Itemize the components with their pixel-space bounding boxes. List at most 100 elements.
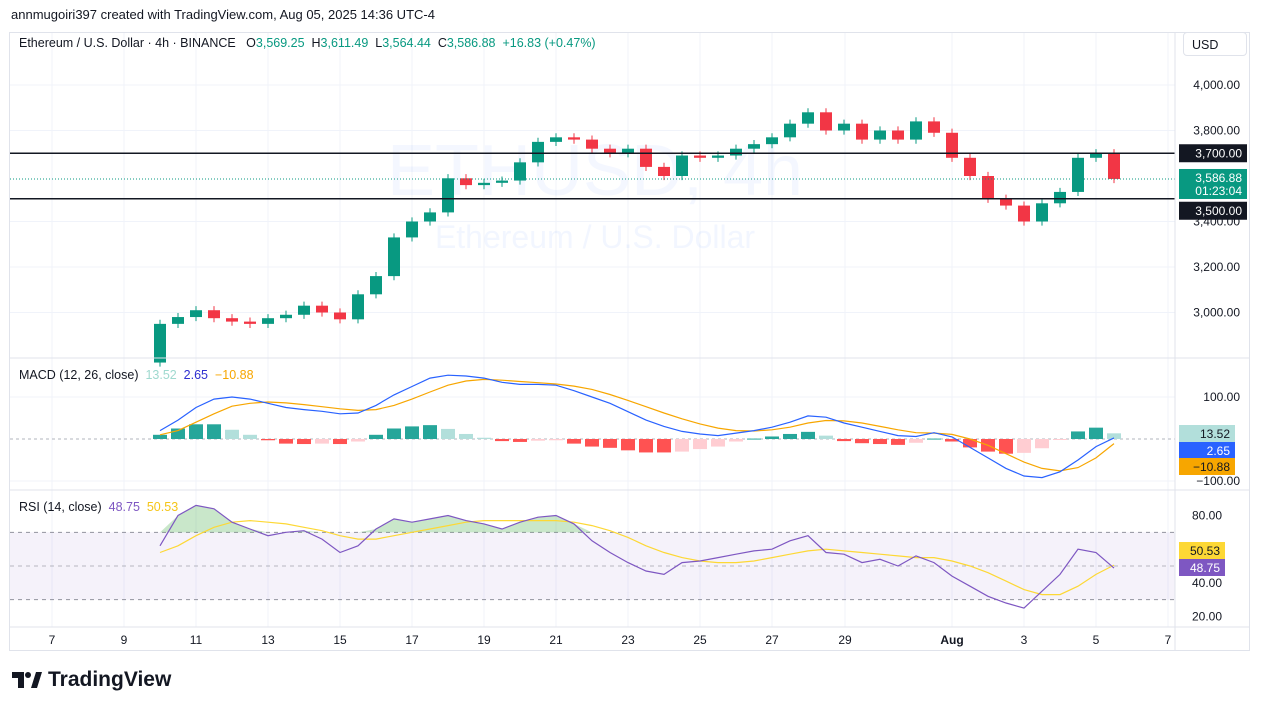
macd-histogram-bar: [999, 439, 1013, 454]
candle-body: [298, 305, 310, 315]
candle-body: [784, 123, 796, 138]
symbol-name[interactable]: Ethereum / U.S. Dollar · 4h · BINANCE: [19, 36, 236, 50]
axes: 7 9 11 13 15 17 19 21 23 25 27 29 Aug 3 5 7 4,000.00 3,80…: [10, 33, 1250, 651]
macd-histogram-bar: [459, 433, 473, 439]
candle-body: [1036, 203, 1048, 222]
rsi-ma-badge-label: 50.53: [1190, 544, 1220, 558]
rsi-tick-label: 20.00: [1192, 609, 1222, 623]
macd-legend[interactable]: MACD (12, 26, close) 13.52 2.65 −10.88: [19, 368, 254, 382]
rsi-tick-label: 40.00: [1192, 576, 1222, 590]
macd-histogram-bar: [1053, 439, 1067, 440]
low-label: L: [375, 36, 383, 50]
macd-title: MACD (12, 26, close): [19, 368, 139, 382]
candle-body: [496, 180, 508, 183]
macd-histogram-bar: [765, 436, 779, 439]
macd-histogram-bar: [729, 439, 743, 442]
macd-histogram-bar: [855, 439, 869, 444]
candle-body: [640, 148, 652, 167]
candle-body: [550, 137, 562, 142]
macd-histogram-bar: [819, 435, 833, 439]
macd-histogram-bar: [783, 433, 797, 439]
last-price-badge: [1179, 168, 1247, 199]
macd-histogram-bar: [531, 439, 545, 441]
macd-macd-badge: [1179, 442, 1235, 459]
candle-body: [622, 148, 634, 154]
candle-body: [190, 310, 202, 318]
time-tick-label: 3: [1021, 633, 1028, 647]
macd-histogram-bar: [513, 439, 527, 442]
time-tick-label: 29: [838, 633, 852, 647]
candle-body: [712, 155, 724, 158]
candle-body: [280, 314, 292, 319]
time-tick-label: 7: [49, 633, 56, 647]
candle-body: [334, 312, 346, 320]
macd-histogram-bar: [567, 439, 581, 444]
candle-body: [892, 130, 904, 140]
candle-body: [730, 148, 742, 156]
candle-body: [1108, 153, 1120, 179]
macd-histogram-bar: [207, 424, 221, 439]
candle-body: [424, 212, 436, 222]
macd-signal-value: −10.88: [214, 368, 254, 382]
candle-body: [1090, 153, 1102, 158]
candle-body: [460, 178, 472, 186]
macd-histogram-bar: [927, 438, 941, 440]
price-tick-label: 3,200.00: [1193, 260, 1240, 274]
candle-body: [172, 317, 184, 324]
credit-line: annmugoiri397 created with TradingView.c…: [11, 7, 435, 22]
candle-body: [316, 305, 328, 313]
macd-histogram-badge: [1179, 425, 1235, 442]
rsi-legend[interactable]: RSI (14, close) 48.75 50.53: [19, 500, 178, 514]
time-tick-label: 19: [477, 633, 491, 647]
time-tick-label: 15: [333, 633, 347, 647]
macd-histogram-bar: [747, 438, 761, 440]
macd-histogram-bar: [477, 437, 491, 439]
time-tick-label: 25: [693, 633, 707, 647]
macd-histogram-bar: [801, 431, 815, 439]
macd-histogram-bar: [1071, 431, 1085, 439]
candle-body: [478, 182, 490, 186]
rsi-tick-label: 80.00: [1192, 509, 1222, 523]
price-tick-label: 3,000.00: [1193, 306, 1240, 320]
currency-button[interactable]: USD: [1183, 32, 1247, 56]
macd-tick-label: 100.00: [1203, 390, 1240, 404]
watermark-description: Ethereum / U.S. Dollar: [435, 219, 755, 255]
tradingview-logo[interactable]: TradingView: [12, 668, 171, 692]
candle-body: [928, 121, 940, 133]
tradingview-logo-icon: [12, 672, 42, 688]
price-tick-label: 3,800.00: [1193, 124, 1240, 138]
change-value: +16.83 (+0.47%): [502, 36, 596, 50]
macd-histogram-bar: [1107, 433, 1121, 439]
time-tick-label: 21: [549, 633, 563, 647]
candle-body: [352, 294, 364, 320]
rsi-ma-value: 50.53: [146, 500, 179, 514]
last-price-label: 3,586.88: [1195, 171, 1242, 185]
candle-body: [1072, 157, 1084, 192]
candle-body: [1054, 191, 1066, 204]
macd-histogram-bar: [639, 439, 653, 453]
rsi-rsi-badge-label: 48.75: [1190, 561, 1220, 575]
macd-histogram-bar: [891, 439, 905, 445]
macd-histogram-bar: [837, 439, 851, 442]
macd-histogram-bar: [225, 429, 239, 439]
macd-histogram-bar: [657, 439, 671, 453]
rsi-value: 48.75: [108, 500, 140, 514]
macd-histogram-bar: [585, 439, 599, 447]
level-badge: [1179, 201, 1247, 220]
macd-histogram-bar: [675, 439, 689, 452]
candle-body: [694, 155, 706, 158]
candle-body: [604, 148, 616, 154]
macd-histogram-bar: [441, 428, 455, 439]
macd-histogram-bar: [621, 439, 635, 451]
high-label: H: [311, 36, 321, 50]
high-value: 3,611.49: [320, 36, 369, 50]
time-tick-label: 17: [405, 633, 419, 647]
time-tick-label: 23: [621, 633, 635, 647]
logo-text: TradingView: [48, 668, 172, 691]
macd-histogram-bar: [711, 439, 725, 447]
macd-tick-label: −100.00: [1196, 474, 1240, 488]
symbol-legend: Ethereum / U.S. Dollar · 4h · BINANCE O3…: [19, 36, 596, 50]
macd-histogram-bar: [171, 428, 185, 439]
candle-body: [748, 144, 760, 149]
